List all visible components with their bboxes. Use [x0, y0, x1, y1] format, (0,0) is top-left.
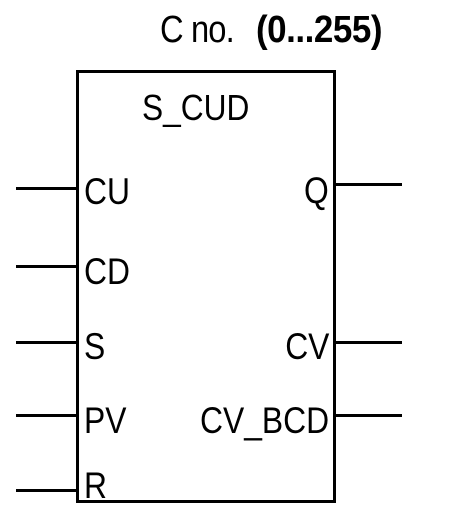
- function-block: [76, 70, 336, 503]
- input-pin-cu: CU: [84, 171, 130, 212]
- block-title: S_CUD: [142, 87, 250, 128]
- output-pin-cv: CV: [284, 326, 329, 367]
- input-wire-cu: [16, 187, 76, 190]
- input-pin-s: S: [84, 326, 106, 367]
- input-pin-cd: CD: [84, 251, 130, 292]
- output-wire-q: [336, 183, 402, 186]
- input-pin-pv: PV: [84, 400, 127, 441]
- output-wire-cv-bcd: [336, 414, 402, 417]
- output-wire-cv: [336, 341, 402, 344]
- output-pin-cv-bcd: CV_BCD: [199, 400, 329, 441]
- counter-number-range: (0...255): [256, 9, 383, 51]
- counter-number-header: C no. (0...255): [160, 2, 383, 58]
- input-wire-r: [16, 489, 76, 492]
- input-wire-cd: [16, 265, 76, 268]
- input-wire-pv: [16, 414, 76, 417]
- input-wire-s: [16, 341, 76, 344]
- counter-number-label: C no.: [160, 9, 235, 51]
- output-pin-q: Q: [304, 170, 329, 211]
- input-pin-r: R: [84, 465, 107, 506]
